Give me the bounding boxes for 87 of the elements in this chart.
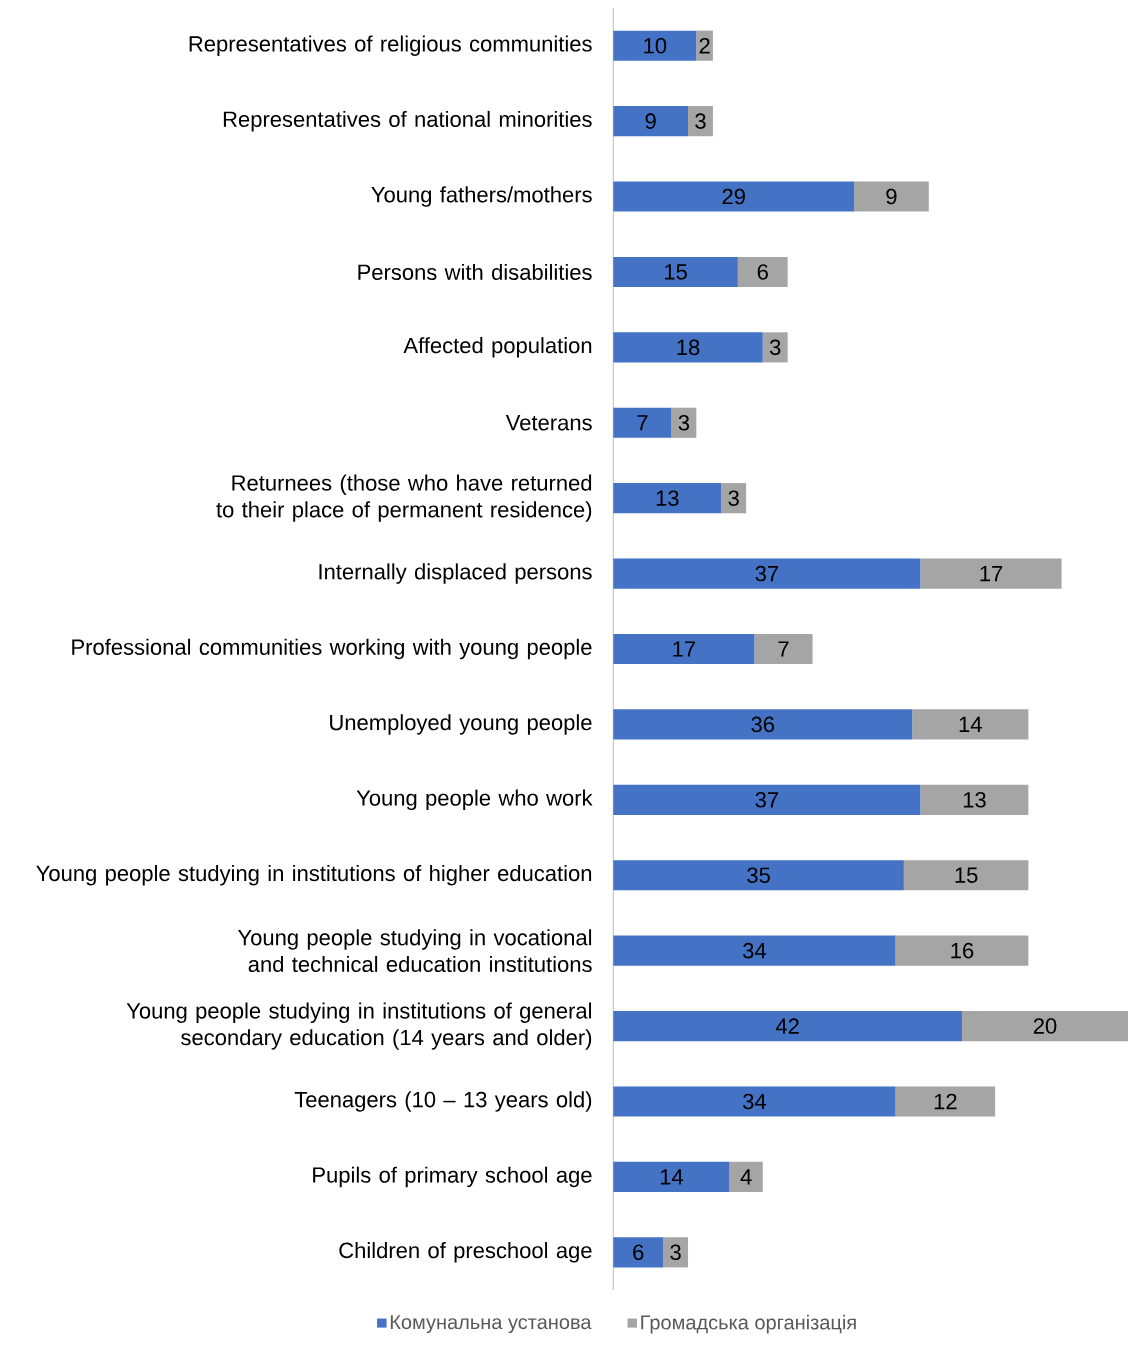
data-label: 17	[980, 566, 1003, 582]
y-tick-label: Teenagers (10 – 13 years old)	[294, 1091, 592, 1112]
bar	[613, 935, 896, 966]
data-label: 14	[959, 716, 982, 732]
data-label: 15	[665, 264, 687, 280]
data-label: 20	[1033, 1018, 1057, 1034]
y-tick-label: Children of preschool age	[339, 1242, 592, 1263]
bar	[920, 558, 1062, 589]
data-label: 42	[775, 1018, 799, 1034]
bar	[613, 633, 755, 665]
data-label: 7	[778, 641, 789, 657]
data-label: 34	[743, 942, 767, 959]
data-label: 12	[934, 1093, 957, 1110]
y-tick-label: Representatives of national minorities	[223, 110, 592, 132]
bar	[613, 1086, 896, 1117]
bar	[696, 30, 713, 61]
data-label: 4	[740, 1169, 752, 1185]
bar	[895, 1086, 996, 1117]
bar	[613, 784, 921, 815]
bar	[903, 860, 1029, 891]
data-label: 29	[722, 188, 745, 205]
bar	[613, 332, 763, 363]
y-tick-label: Young people studying in institutions of higher education	[36, 865, 592, 886]
data-label: 3	[769, 339, 781, 356]
y-tick-label: Returnees (those who have returned to their place of permanent residence)	[216, 474, 592, 522]
data-label: 14	[660, 1169, 684, 1185]
legend-label: Комунальна установа	[390, 1315, 592, 1334]
data-label: 16	[951, 942, 974, 959]
bar	[613, 1010, 962, 1042]
bar	[854, 181, 929, 212]
data-label: 3	[670, 1244, 681, 1261]
bar	[671, 407, 697, 438]
data-label: 3	[728, 490, 739, 506]
data-label: 3	[678, 414, 690, 431]
bar	[729, 1161, 763, 1192]
bar	[613, 1161, 730, 1192]
y-tick-label: Pupils of primary school age	[313, 1166, 592, 1188]
data-label: 9	[886, 188, 897, 205]
data-label: 35	[747, 867, 770, 884]
bar	[613, 256, 738, 288]
y-tick-label: Unemployed young people	[330, 714, 592, 735]
bar	[613, 30, 697, 61]
bar	[721, 483, 747, 514]
bar	[613, 709, 913, 740]
y-tick-label: Persons with disabilities	[358, 263, 592, 281]
data-label: 36	[751, 716, 775, 733]
data-label: 9	[645, 113, 656, 129]
bar	[762, 332, 788, 363]
data-label: 7	[637, 415, 648, 431]
y-tick-label: Representatives of religious communities	[189, 35, 592, 56]
bar	[663, 1237, 689, 1268]
data-label: 2	[699, 38, 710, 54]
y-tick-label: Internally displaced persons	[319, 563, 592, 584]
bar	[613, 181, 855, 212]
data-label: 37	[755, 792, 779, 808]
data-label: 3	[695, 113, 706, 129]
data-label: 13	[963, 792, 986, 808]
bar	[613, 1237, 664, 1268]
bar	[688, 106, 713, 137]
data-label: 13	[656, 490, 679, 506]
data-label: 15	[955, 867, 978, 883]
y-tick-label: Young people studying in institutions of general secondary education (14 years and older)	[126, 1002, 592, 1050]
bar	[613, 106, 689, 137]
data-label: 6	[757, 264, 768, 280]
bar	[613, 558, 921, 589]
y-tick-label: Affected population	[403, 337, 592, 358]
bar	[613, 860, 904, 891]
data-label: 17	[673, 641, 696, 657]
bar	[961, 1010, 1128, 1042]
y-tick-label: Veterans	[505, 415, 592, 431]
y-tick-label: Young people who work	[356, 789, 593, 811]
bar	[920, 784, 1029, 815]
bar	[613, 483, 722, 514]
y-tick-label: Young fathers/mothers	[371, 186, 592, 207]
legend-label: Громадська організація	[641, 1314, 856, 1334]
data-label: 34	[743, 1093, 767, 1110]
bar	[895, 935, 1029, 966]
data-label: 10	[644, 37, 667, 54]
bar	[912, 709, 1029, 740]
bar	[754, 633, 813, 665]
data-label: 6	[633, 1244, 644, 1261]
bar	[737, 256, 788, 288]
bar	[613, 407, 672, 438]
data-label: 37	[755, 565, 779, 582]
data-label: 18	[677, 339, 700, 356]
y-tick-label: Young people studying in vocational and technical education institutions	[237, 929, 592, 973]
y-tick-label: Professional communities working with young people	[72, 638, 592, 660]
